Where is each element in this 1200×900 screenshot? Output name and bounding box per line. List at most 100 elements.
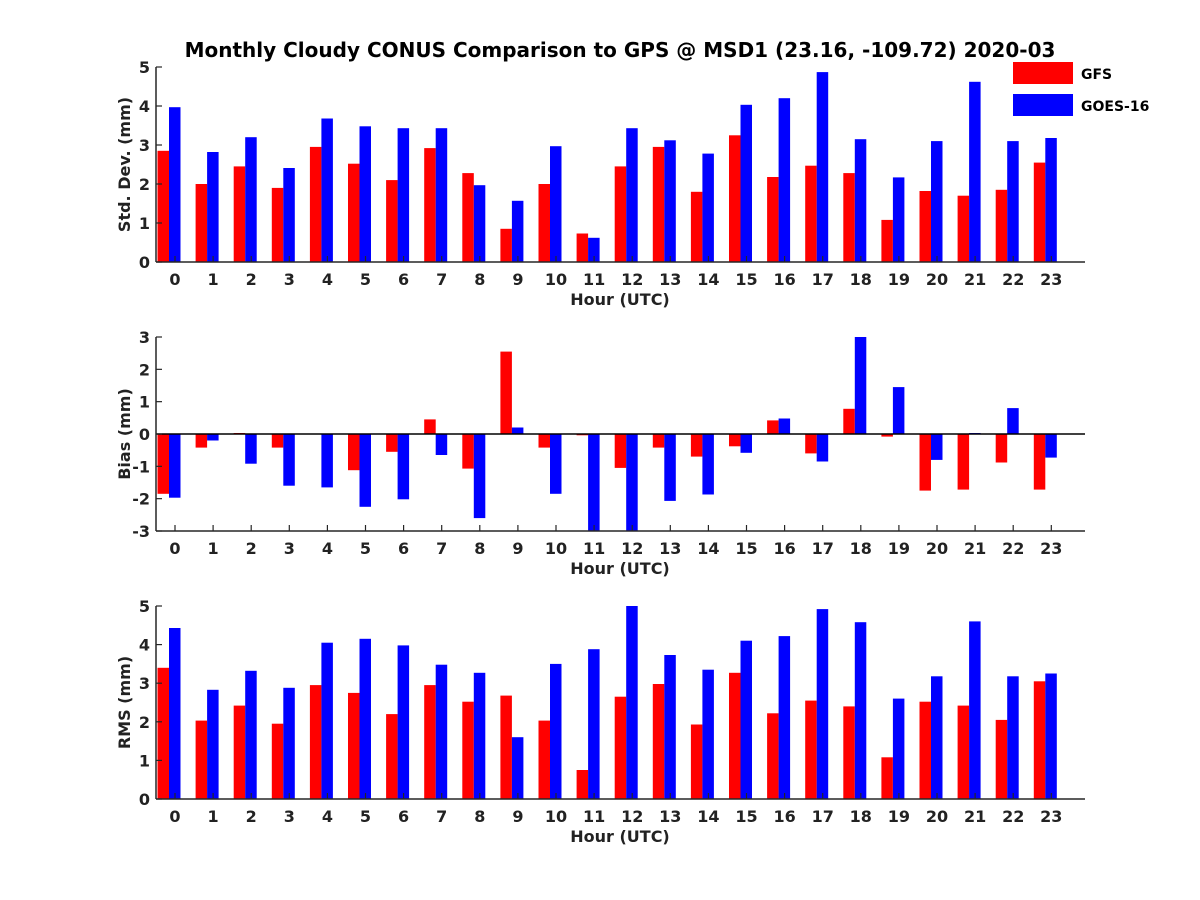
bar-gfs-hour-8 <box>462 173 474 262</box>
bar-gfs-hour-22 <box>995 719 1008 799</box>
bar-goes-16-hour-17 <box>816 434 829 462</box>
bar-goes-16-hour-4 <box>321 642 333 799</box>
x-tick-label: 18 <box>850 807 872 826</box>
y-tick-label: 1 <box>139 751 150 770</box>
x-tick-label: 4 <box>322 807 333 826</box>
bar-goes-16-hour-9 <box>511 200 524 262</box>
bar-goes-16-hour-7 <box>435 128 448 262</box>
x-tick-label: 12 <box>621 539 643 558</box>
bar-gfs-hour-9 <box>500 695 512 799</box>
bar-goes-16-hour-0 <box>169 628 181 799</box>
bar-gfs-hour-11 <box>576 770 589 799</box>
bar-goes-16-hour-15 <box>740 434 752 453</box>
x-tick-label: 9 <box>512 539 523 558</box>
bar-goes-16-hour-0 <box>169 434 181 498</box>
bar-goes-16-hour-20 <box>931 434 943 460</box>
bar-goes-16-hour-6 <box>397 434 410 500</box>
x-tick-label: 23 <box>1040 270 1062 289</box>
bar-goes-16-hour-8 <box>473 434 486 519</box>
x-tick-label: 15 <box>735 270 757 289</box>
bar-goes-16-hour-13 <box>664 655 676 799</box>
x-tick-label: 13 <box>659 270 681 289</box>
x-tick-label: 17 <box>812 270 834 289</box>
bar-gfs-hour-7 <box>424 148 436 262</box>
x-tick-label: 3 <box>284 807 295 826</box>
x-tick-label: 20 <box>926 539 948 558</box>
x-tick-label: 8 <box>474 807 485 826</box>
bar-goes-16-hour-10 <box>550 434 562 494</box>
bar-gfs-hour-6 <box>386 714 398 799</box>
x-tick-label: 8 <box>474 539 485 558</box>
bar-goes-16-hour-4 <box>321 434 333 488</box>
bar-gfs-hour-8 <box>462 701 474 799</box>
bar-goes-16-hour-11 <box>588 649 600 799</box>
x-tick-label: 14 <box>697 807 719 826</box>
bar-gfs-hour-6 <box>386 434 398 452</box>
y-tick-label: -1 <box>132 457 150 476</box>
x-tick-label: 9 <box>512 807 523 826</box>
x-tick-label: 11 <box>583 270 605 289</box>
x-tick-label: 16 <box>773 270 795 289</box>
x-tick-label: 0 <box>169 807 180 826</box>
bar-goes-16-hour-13 <box>664 434 676 501</box>
bar-goes-16-hour-2 <box>245 670 257 799</box>
bar-goes-16-hour-22 <box>1007 676 1019 799</box>
bar-gfs-hour-21 <box>957 705 970 799</box>
x-tick-label: 0 <box>169 539 180 558</box>
bar-gfs-hour-12 <box>614 434 627 468</box>
bar-goes-16-hour-10 <box>550 663 562 799</box>
bar-goes-16-hour-17 <box>816 609 829 799</box>
figure-title: Monthly Cloudy CONUS Comparison to GPS @… <box>185 38 1056 62</box>
bar-goes-16-hour-1 <box>207 689 219 799</box>
bar-goes-16-hour-12 <box>626 128 638 262</box>
y-tick-label: 0 <box>139 253 150 272</box>
bar-goes-16-hour-5 <box>359 126 371 262</box>
y-tick-label: 5 <box>139 58 150 77</box>
x-tick-label: 13 <box>659 807 681 826</box>
y-tick-label: -3 <box>132 522 150 541</box>
x-tick-label: 7 <box>436 270 447 289</box>
bar-gfs-hour-22 <box>995 189 1008 262</box>
bar-goes-16-hour-18 <box>854 337 867 434</box>
bar-goes-16-hour-21 <box>969 621 981 799</box>
x-tick-label: 12 <box>621 270 643 289</box>
bar-goes-16-hour-8 <box>473 185 486 262</box>
bar-gfs-hour-23 <box>1033 681 1046 799</box>
bar-gfs-hour-4 <box>309 146 322 262</box>
x-tick-label: 20 <box>926 807 948 826</box>
bar-goes-16-hour-0 <box>169 107 181 262</box>
x-tick-label: 15 <box>735 539 757 558</box>
y-tick-label: 1 <box>139 393 150 412</box>
legend: GFS GOES-16 <box>1013 62 1149 116</box>
bar-gfs-hour-1 <box>195 184 208 262</box>
x-tick-label: 7 <box>436 807 447 826</box>
bar-goes-16-hour-6 <box>397 128 410 262</box>
bar-goes-16-hour-20 <box>931 141 943 262</box>
x-tick-label: 1 <box>208 807 219 826</box>
x-axis-label: Hour (UTC) <box>570 827 670 846</box>
bar-goes-16-hour-1 <box>207 152 219 262</box>
bar-goes-16-hour-14 <box>702 434 714 495</box>
bar-goes-16-hour-14 <box>702 669 714 799</box>
x-tick-label: 15 <box>735 807 757 826</box>
bar-gfs-hour-17 <box>805 700 817 799</box>
y-axis-label: Std. Dev. (mm) <box>115 97 134 232</box>
bar-gfs-hour-6 <box>386 180 398 262</box>
x-tick-label: 5 <box>360 270 371 289</box>
bar-gfs-hour-20 <box>919 434 931 491</box>
y-tick-label: 2 <box>139 713 150 732</box>
bar-gfs-hour-9 <box>500 228 512 262</box>
x-tick-label: 10 <box>545 807 567 826</box>
x-tick-label: 3 <box>284 539 295 558</box>
bar-goes-16-hour-16 <box>778 418 791 434</box>
x-tick-label: 6 <box>398 807 409 826</box>
y-tick-label: 3 <box>139 136 150 155</box>
bar-gfs-hour-5 <box>348 434 360 471</box>
bar-gfs-hour-7 <box>424 685 436 799</box>
x-tick-label: 20 <box>926 270 948 289</box>
bar-goes-16-hour-17 <box>816 72 829 262</box>
x-tick-label: 14 <box>697 270 719 289</box>
bar-gfs-hour-1 <box>195 720 208 799</box>
